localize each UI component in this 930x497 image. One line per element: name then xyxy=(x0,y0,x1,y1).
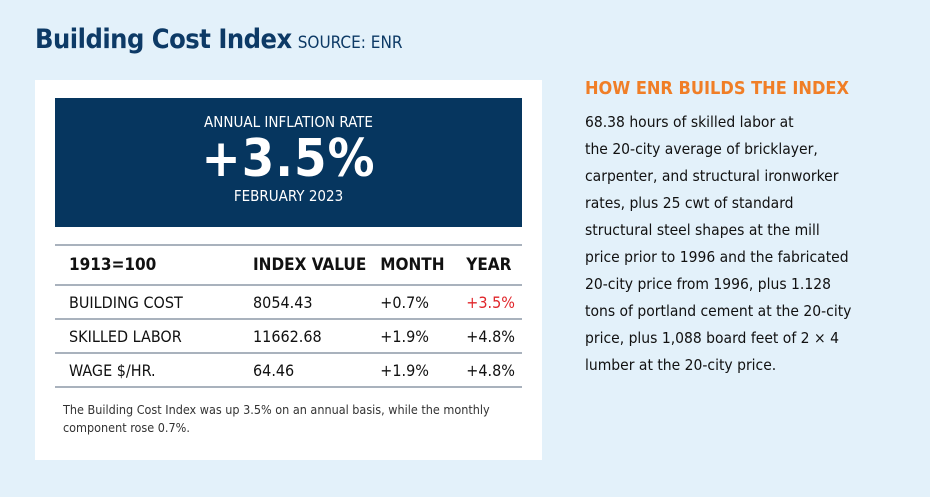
table-header-row: 1913=100 INDEX VALUE MONTH YEAR xyxy=(55,244,522,285)
cell: 8054.43 xyxy=(239,284,367,319)
col-header: YEAR xyxy=(452,244,522,285)
index-table: 1913=100 INDEX VALUE MONTH YEAR BUILDING… xyxy=(55,244,522,388)
table-row: BUILDING COST 8054.43 +0.7% +3.5% xyxy=(55,284,522,319)
text-line: price, plus 1,088 board feet of 2 × 4 xyxy=(585,329,839,347)
source-label: SOURCE: ENR xyxy=(297,33,403,53)
text-line: the 20-city average of bricklayer, xyxy=(585,140,818,158)
text-line: rates, plus 25 cwt of standard xyxy=(585,194,794,212)
inflation-value: +3.5% xyxy=(201,129,376,189)
footnote: The Building Cost Index was up 3.5% on a… xyxy=(63,402,490,435)
inflation-date: FEBRUARY 2023 xyxy=(233,187,344,205)
index-card: ANNUAL INFLATION RATE +3.5% FEBRUARY 202… xyxy=(35,80,542,460)
text-line: tons of portland cement at the 20-city xyxy=(585,302,852,320)
cell: +3.5% xyxy=(452,284,522,319)
cell: SKILLED LABOR xyxy=(55,318,239,353)
text-line: 68.38 hours of skilled labor at xyxy=(585,113,794,131)
inflation-label: ANNUAL INFLATION RATE xyxy=(204,113,373,131)
col-header: 1913=100 xyxy=(55,244,239,285)
text-line: 20-city price from 1996, plus 1.128 xyxy=(585,275,831,293)
page-title: Building Cost Index SOURCE: ENR xyxy=(35,24,403,55)
cell: +4.8% xyxy=(452,318,522,353)
methodology-heading: HOW ENR BUILDS THE INDEX xyxy=(585,78,849,99)
table-row: WAGE $/HR. 64.46 +1.9% +4.8% xyxy=(55,352,522,388)
table-row: SKILLED LABOR 11662.68 +1.9% +4.8% xyxy=(55,318,522,353)
col-header: INDEX VALUE xyxy=(239,244,367,285)
cell: +1.9% xyxy=(366,352,453,388)
title-text: Building Cost Index xyxy=(35,24,292,55)
cell: +0.7% xyxy=(366,284,453,319)
cell: +4.8% xyxy=(452,352,522,388)
cell: BUILDING COST xyxy=(55,284,239,319)
text-line: price prior to 1996 and the fabricated xyxy=(585,248,849,266)
cell: WAGE $/HR. xyxy=(55,352,239,388)
cell: 11662.68 xyxy=(239,318,367,353)
text-line: structural steel shapes at the mill xyxy=(585,221,820,239)
inflation-banner: ANNUAL INFLATION RATE +3.5% FEBRUARY 202… xyxy=(55,98,522,227)
text-line: carpenter, and structural ironworker xyxy=(585,167,839,185)
col-header: MONTH xyxy=(366,244,453,285)
cell: 64.46 xyxy=(239,352,367,388)
methodology-panel: HOW ENR BUILDS THE INDEX 68.38 hours of … xyxy=(585,78,925,379)
cell: +1.9% xyxy=(366,318,453,353)
text-line: lumber at the 20-city price. xyxy=(585,356,777,374)
methodology-text: 68.38 hours of skilled labor at the 20-c… xyxy=(585,109,925,379)
